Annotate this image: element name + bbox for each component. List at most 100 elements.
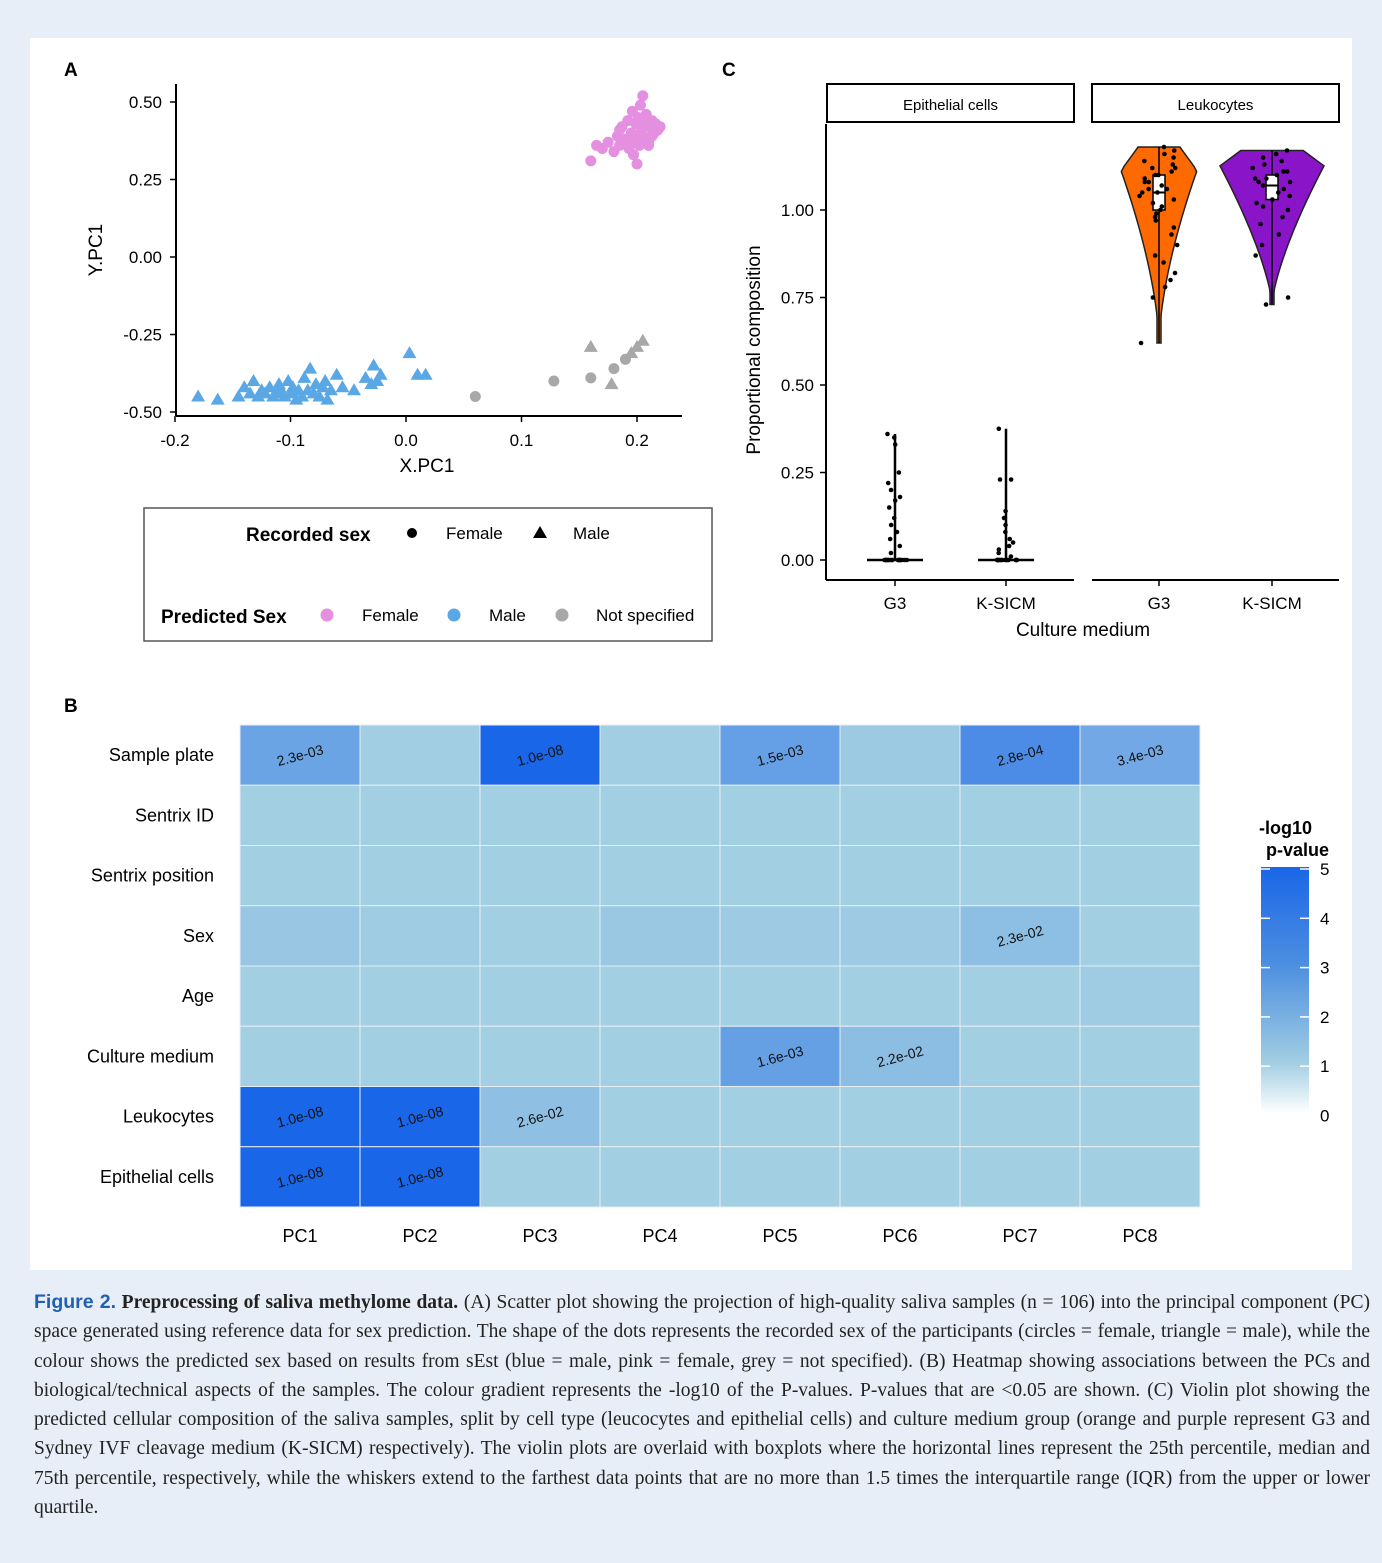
violin-point <box>889 557 895 563</box>
legend-predicted-male: Male <box>489 606 526 625</box>
scatter-y-tick-label: -0.25 <box>123 326 162 345</box>
violin-point <box>1260 155 1266 160</box>
scatter-point-circle <box>548 375 560 387</box>
violin-points <box>882 144 1293 563</box>
scatter-point-circle <box>619 133 631 145</box>
violin-point <box>1007 536 1013 542</box>
scatter-point-triangle <box>237 380 252 393</box>
heatmap-legend-tick-label: 2 <box>1320 1008 1329 1027</box>
heatmap-cell <box>479 784 601 846</box>
heatmap-col-labels: PC1 PC2 PC3 PC4 PC5 PC6 PC7 PC8 <box>282 1226 1157 1246</box>
violin-point <box>1008 477 1014 482</box>
heatmap-col-label: PC4 <box>642 1226 677 1246</box>
figure-caption: Figure 2. Preprocessing of saliva methyl… <box>34 1288 1370 1522</box>
heatmap-legend: -log10 p-value 5 4 3 2 1 0 <box>1259 818 1329 1126</box>
violin-point <box>1171 155 1176 160</box>
violin-point <box>1161 260 1166 265</box>
heatmap-cell <box>1079 1025 1201 1087</box>
scatter-point-triangle <box>297 370 312 383</box>
heatmap-cell <box>839 784 961 846</box>
scatter-point-triangle <box>277 389 292 402</box>
scatter-plot: -0.2 -0.1 0.0 0.1 0.2 0.50 0.25 0.00 -0.25 -0.50… <box>86 84 682 477</box>
violin-point <box>897 557 902 563</box>
scatter-point-circle <box>608 363 620 375</box>
scatter-point-triangle <box>624 346 639 359</box>
violin-point <box>996 550 1001 556</box>
violin-point <box>1171 197 1177 202</box>
violin-point <box>897 543 903 549</box>
violin-point <box>894 529 900 535</box>
violin-point <box>1274 172 1280 178</box>
violin-plot: Epithelial cells Leukocytes 1.00 0.75 0.50… <box>744 83 1340 641</box>
violin-point <box>1164 186 1170 192</box>
violin-point <box>1273 151 1279 157</box>
heatmap-cell <box>239 724 361 786</box>
facet-strip-epithelial <box>826 83 1075 123</box>
heatmap-cell <box>839 1146 961 1208</box>
scatter-point-triangle <box>358 370 373 383</box>
heatmap-row-label: Leukocytes <box>123 1107 214 1127</box>
violin-point <box>904 557 910 563</box>
heatmap-cell <box>359 905 481 967</box>
violin-point <box>1169 169 1174 174</box>
violin-point <box>892 442 898 447</box>
scatter-x-tick-label: -0.2 <box>160 431 189 450</box>
violin-point <box>1256 179 1261 185</box>
heatmap-cell <box>839 845 961 907</box>
violin-point <box>1171 225 1177 230</box>
heatmap-row-label: Culture medium <box>87 1046 214 1066</box>
heatmap-cell <box>479 1086 601 1148</box>
heatmap-cell <box>719 724 841 786</box>
heatmap-col-label: PC1 <box>282 1226 317 1246</box>
scatter-point-triangle <box>402 346 417 359</box>
heatmap-cell <box>1079 965 1201 1027</box>
scatter-point-triangle <box>418 367 433 380</box>
scatter-y-label: Y.PC1 <box>86 224 107 276</box>
violin-point <box>1003 522 1008 528</box>
heatmap-cells <box>239 724 1201 1208</box>
heatmap-cell <box>599 965 721 1027</box>
scatter-point-triangle <box>191 389 206 402</box>
heatmap-cell <box>479 845 601 907</box>
heatmap-cell <box>599 1025 721 1087</box>
violin-point <box>1159 183 1165 188</box>
heatmap-col-label: PC6 <box>882 1226 917 1246</box>
violin-point <box>1259 242 1265 248</box>
violin-point <box>1172 165 1178 171</box>
heatmap-col-label: PC3 <box>522 1226 557 1246</box>
violin-point <box>1250 165 1255 171</box>
violin-point <box>1287 179 1293 185</box>
scatter-y-tick-label: 0.25 <box>129 171 162 190</box>
violin-point <box>1284 148 1290 153</box>
violin-y-tick-label: 0.75 <box>781 289 814 308</box>
violin-point <box>1153 172 1158 178</box>
heatmap-cell <box>479 724 601 786</box>
panel-label-b: B <box>64 696 78 717</box>
heatmap-cell <box>479 1025 601 1087</box>
heatmap-legend-tick-label: 0 <box>1320 1107 1329 1126</box>
heatmap-cell <box>719 965 841 1027</box>
heatmap-cell <box>599 1086 721 1148</box>
violin-point <box>885 480 891 486</box>
heatmap-cell <box>479 1146 601 1208</box>
scatter-point-triangle <box>246 374 261 386</box>
heatmap-cell <box>359 1025 481 1087</box>
scatter-point-circle <box>646 130 658 142</box>
violin-x-tick-label: G3 <box>1148 594 1171 613</box>
heatmap-legend-title-2: p-value <box>1266 840 1329 860</box>
scatter-y-tick-label: 0.50 <box>129 93 162 112</box>
heatmap-cell <box>599 905 721 967</box>
violin-point <box>1003 557 1009 563</box>
violin-point <box>885 431 890 437</box>
violin-point <box>1137 193 1142 199</box>
heatmap-cell <box>959 1025 1081 1087</box>
scatter-x-tick-label: 0.2 <box>625 431 649 450</box>
heatmap-cell <box>359 1146 481 1208</box>
scatter-point-triangle <box>251 389 266 402</box>
violin-point <box>1150 200 1156 206</box>
violin-point <box>897 494 903 500</box>
legend-circle-shape <box>407 528 417 538</box>
violin-point <box>997 477 1003 482</box>
legend-triangle-shape <box>533 526 547 538</box>
scatter-point-triangle <box>243 386 258 399</box>
